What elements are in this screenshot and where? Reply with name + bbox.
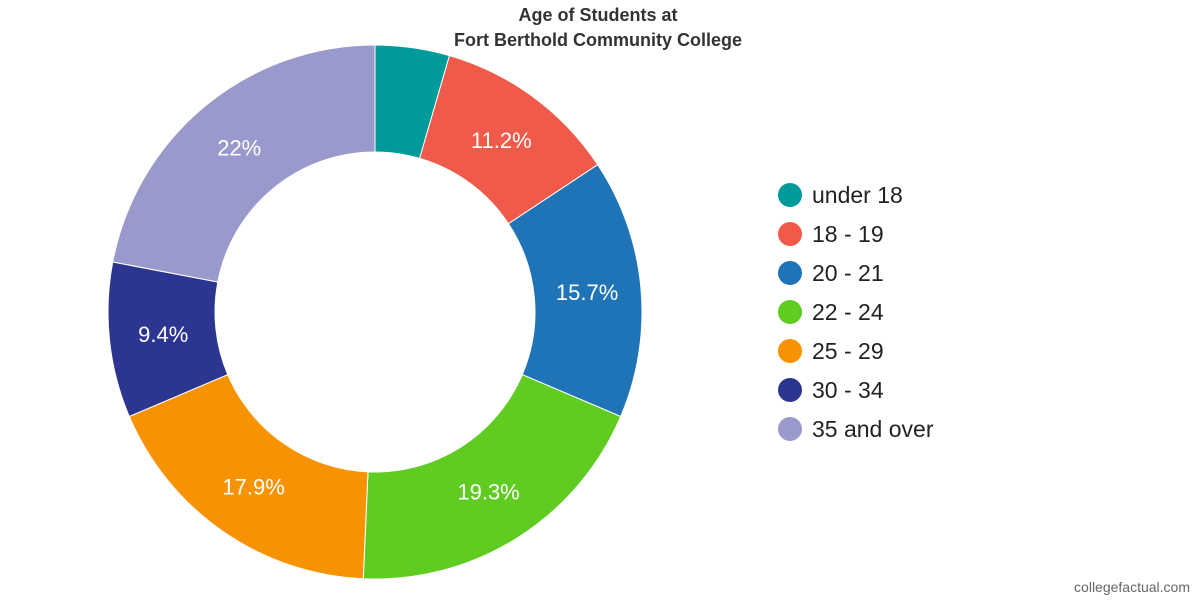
- legend-label-6: 30 - 34: [812, 377, 884, 403]
- slice-labels: 11.2% 15.7% 19.3% 17.9% 9.4% 22%: [138, 128, 618, 505]
- legend-item-5[interactable]: 25 - 29: [778, 338, 884, 364]
- slice-label-3: 15.7%: [556, 280, 618, 305]
- chart-title-line-1: Age of Students at: [518, 5, 677, 25]
- legend-swatch-6: [778, 378, 802, 402]
- legend-item-2[interactable]: 18 - 19: [778, 221, 884, 247]
- donut-slices: [107, 44, 643, 580]
- legend-swatch-2: [778, 222, 802, 246]
- legend-item-3[interactable]: 20 - 21: [778, 260, 884, 286]
- legend-swatch-7: [778, 417, 802, 441]
- legend-label-3: 20 - 21: [812, 260, 884, 286]
- legend-swatch-1: [778, 183, 802, 207]
- legend-label-5: 25 - 29: [812, 338, 884, 364]
- slice-label-4: 19.3%: [457, 480, 519, 505]
- slice-label-5: 17.9%: [222, 475, 284, 500]
- legend-item-4[interactable]: 22 - 24: [778, 299, 884, 325]
- legend-swatch-5: [778, 339, 802, 363]
- legend-item-1[interactable]: under 18: [778, 182, 903, 208]
- legend-label-1: under 18: [812, 182, 903, 208]
- slice-label-2: 11.2%: [471, 128, 532, 153]
- chart-title-line-2: Fort Berthold Community College: [454, 30, 742, 50]
- legend-label-4: 22 - 24: [812, 299, 884, 325]
- donut-slice-3[interactable]: [507, 164, 643, 418]
- legend-swatch-3: [778, 261, 802, 285]
- legend-label-7: 35 and over: [812, 416, 934, 442]
- legend-item-7[interactable]: 35 and over: [778, 416, 934, 442]
- footer-credit[interactable]: collegefactual.com: [1074, 579, 1190, 595]
- legend-swatch-4: [778, 300, 802, 324]
- chart-title: Age of Students at Fort Berthold Communi…: [454, 5, 742, 50]
- slice-label-6: 9.4%: [138, 322, 188, 347]
- legend-label-2: 18 - 19: [812, 221, 884, 247]
- slice-label-7: 22%: [217, 135, 261, 160]
- donut-slice-4[interactable]: [362, 373, 622, 580]
- legend: under 18 18 - 19 20 - 21 22 - 24 25 - 29 30 -…: [778, 182, 934, 442]
- donut-slice-5[interactable]: [128, 373, 369, 580]
- legend-item-6[interactable]: 30 - 34: [778, 377, 884, 403]
- donut-slice-7[interactable]: [112, 44, 376, 283]
